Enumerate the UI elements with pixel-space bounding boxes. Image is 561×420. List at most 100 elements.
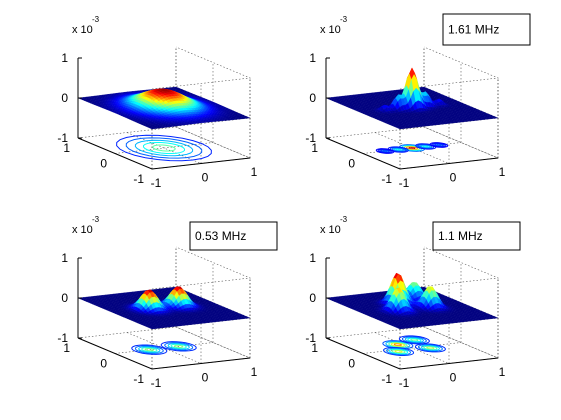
panel-4-base-axes xyxy=(325,337,499,370)
panel-4-contour-4-2 xyxy=(407,337,422,343)
panel-3-contour-1-3 xyxy=(138,346,161,353)
panel-2-y-tick-label: 0 xyxy=(450,171,457,185)
panel-1-z-tick-label: -1 xyxy=(57,131,68,145)
panel-3-surface xyxy=(77,286,251,330)
panel-3-contour-2-5 xyxy=(160,341,197,352)
panel-2-axis-scale-exp: -3 xyxy=(340,15,348,24)
panel-4-axis-scale: x 10 xyxy=(320,224,341,236)
panel-3-axis-scale: x 10 xyxy=(72,224,93,236)
panel-4-contour-2-2 xyxy=(391,349,406,354)
panel-3-x-tick-label: 1 xyxy=(63,341,70,355)
panel-4-z-tick-label: 1 xyxy=(309,251,316,265)
panel-1-contour-1-2 xyxy=(142,141,186,155)
panel-3-contour-1-5 xyxy=(131,344,168,355)
panel-2-z-tick-label: -1 xyxy=(305,131,316,145)
panel-4-contours xyxy=(382,335,446,356)
panel-3-x-tick-label: 0 xyxy=(100,357,107,371)
panel-4-contour-4-4 xyxy=(401,336,427,344)
panel-2-contour-4-5 xyxy=(375,148,395,154)
panel-2-surface xyxy=(325,67,499,130)
panel-3-contours xyxy=(131,341,197,355)
panel-1-x-tick-label: 0 xyxy=(100,157,107,171)
panel-1-contour-1-3 xyxy=(134,139,194,157)
panel-4-axis-scale-exp: -3 xyxy=(340,215,348,224)
panel-1-contour-1-4 xyxy=(125,137,203,159)
panel-2-y-tick-label: 1 xyxy=(499,165,506,179)
panel-2-annotation-box xyxy=(442,13,531,46)
panel-1-axis-scale: x 10 xyxy=(72,24,93,36)
panel-2-contour-5-5 xyxy=(429,142,449,148)
panel-4-contour-1-4 xyxy=(385,340,411,349)
panel-2-contour-1-1 xyxy=(408,146,416,150)
panel-4-contour-3-3 xyxy=(420,344,440,351)
panel-3-z-tick-label: -1 xyxy=(57,331,68,345)
panel-2-contour-3-5 xyxy=(415,143,437,150)
panel-2-contour-2-3 xyxy=(391,147,405,152)
panel-2-contour-2-1 xyxy=(395,148,402,151)
panel-1-axis-scale-exp: -3 xyxy=(92,15,100,24)
panel-2-x-tick-label: 1 xyxy=(311,141,318,155)
panel-1-contour-1-5 xyxy=(116,134,212,162)
panel-2-z-tick-label: 0 xyxy=(309,91,316,105)
panel-3-y-tick-label: 1 xyxy=(251,365,258,379)
panel-3-annotation-box xyxy=(189,221,278,251)
panel-2-y-tick-label: -1 xyxy=(399,176,410,190)
panel-4-contour-4-3 xyxy=(404,336,424,343)
panel-2-x-tick-label: -1 xyxy=(381,172,392,186)
panel-3-base-axes xyxy=(77,337,251,370)
panel-1-x-tick-label: -1 xyxy=(133,172,144,186)
panel-3-contour-1-4 xyxy=(134,345,164,354)
panel-2-contours xyxy=(375,142,449,154)
panel-1: 10-110-1 -1 0 1x 10-3 xyxy=(57,15,257,190)
panel-3: 10-110-1 -1 0 1x 10-30.53 MHz xyxy=(57,215,278,390)
panel-3-contour-2-4 xyxy=(164,342,194,351)
panel-2-contour-3-4 xyxy=(417,143,435,150)
panel-3-axis-scale-exp: -3 xyxy=(92,215,100,224)
panel-3-y-tick-label: -1 xyxy=(151,376,162,390)
panel-3-contour-2-3 xyxy=(167,343,190,350)
panel-4-annotation-box xyxy=(432,221,521,251)
panel-1-y-tick-label: 0 xyxy=(202,171,209,185)
panel-2-base-axes xyxy=(325,137,499,170)
panel-4-y-tick-label: -1 xyxy=(399,376,410,390)
panel-4-x-tick-label: 0 xyxy=(348,357,355,371)
panel-3-contour-2-1 xyxy=(174,344,184,348)
panel-4-contour-3-1 xyxy=(426,346,435,350)
panel-2: 10-110-1 -1 0 1x 10-31.61 MHz xyxy=(305,13,531,190)
panel-1-x-tick-label: 1 xyxy=(63,141,70,155)
panel-3-contour-1-2 xyxy=(141,347,158,353)
panel-1-base-axes xyxy=(77,137,251,170)
panel-3-x-tick-label: -1 xyxy=(133,372,144,386)
panel-4-annotation: 1.1 MHz xyxy=(438,229,483,243)
panel-4-z-tick-label: 0 xyxy=(309,291,316,305)
panel-4: 10-110-1 -1 0 1x 10-31.1 MHz xyxy=(305,215,521,390)
panel-2-contour-1-2 xyxy=(406,146,418,150)
panel-2-z-tick-label: 1 xyxy=(309,51,316,65)
panel-1-y-tick-label: 1 xyxy=(251,165,258,179)
panel-4-contour-2-1 xyxy=(394,350,403,353)
panel-4-contour-4-5 xyxy=(398,335,430,345)
panel-1-z-tick-label: 1 xyxy=(61,51,68,65)
panel-4-contour-3-2 xyxy=(423,345,438,351)
panel-4-contour-1-2 xyxy=(390,342,405,347)
panel-4-contour-2-3 xyxy=(389,348,409,355)
panel-1-contour-1-1 xyxy=(152,144,176,152)
panel-2-axis-scale: x 10 xyxy=(320,24,341,36)
panel-1-contours xyxy=(116,134,212,162)
panel-3-annotation: 0.53 MHz xyxy=(195,229,246,243)
panel-3-contour-2-2 xyxy=(170,343,187,349)
panel-4-contour-4-1 xyxy=(410,338,419,342)
panel-2-annotation: 1.61 MHz xyxy=(448,23,499,37)
panel-4-contour-3-4 xyxy=(417,344,443,352)
panel-4-surface xyxy=(325,273,499,330)
panel-4-contour-2-5 xyxy=(383,346,415,356)
panel-1-z-tick-label: 0 xyxy=(61,91,68,105)
panel-4-contour-1-1 xyxy=(393,343,402,347)
panel-4-y-tick-label: 1 xyxy=(499,365,506,379)
panel-4-contour-1-3 xyxy=(388,341,408,348)
panel-3-y-tick-label: 0 xyxy=(202,371,209,385)
panel-3-z-tick-label: 1 xyxy=(61,251,68,265)
panel-4-z-tick-label: -1 xyxy=(305,331,316,345)
panel-2-contour-3-3 xyxy=(419,144,433,149)
